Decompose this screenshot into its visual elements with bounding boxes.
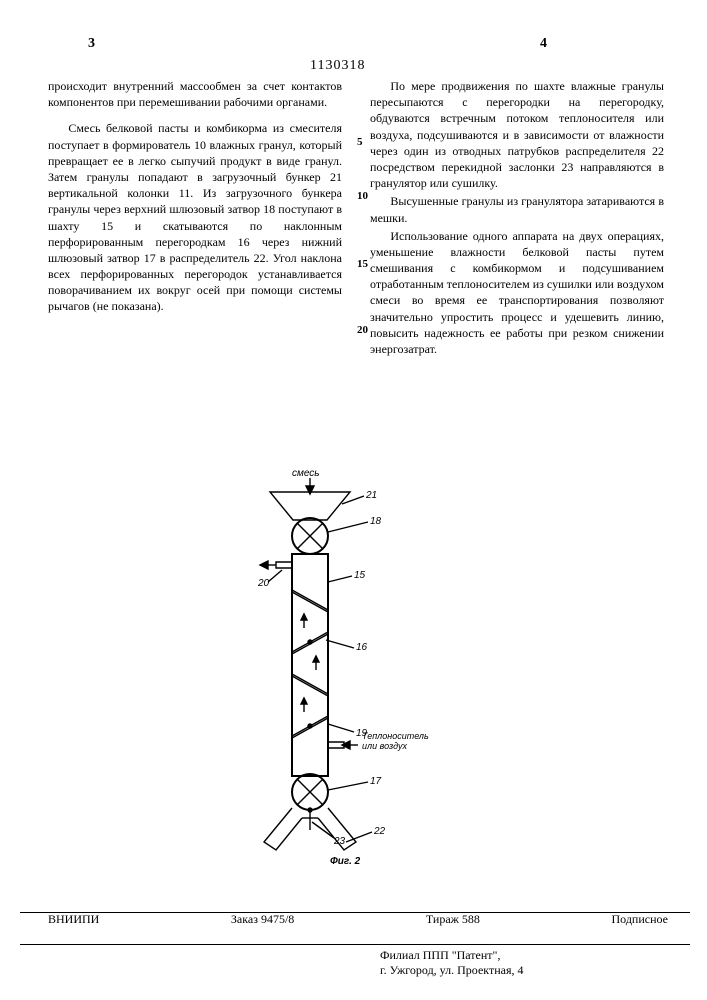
ref-18: 18 — [370, 516, 381, 527]
ref-22: 22 — [374, 826, 385, 837]
left-para-1: происходит внутренний массообмен за счет… — [48, 78, 342, 110]
footer-rule-2 — [20, 944, 690, 945]
left-para-2: Смесь белковой пасты и комбикорма из сме… — [48, 120, 342, 314]
fig-label-inlet: Теплоноситель или воздух — [362, 732, 442, 752]
footer-order: Заказ 9475/8 — [231, 912, 294, 927]
ref-23: 23 — [334, 836, 345, 847]
footer-tirazh: Тираж 588 — [426, 912, 480, 927]
left-column: происходит внутренний массообмен за счет… — [48, 78, 342, 359]
ref-17: 17 — [370, 776, 381, 787]
figure-caption: Фиг. 2 — [330, 856, 360, 867]
patent-number: 1130318 — [310, 58, 365, 74]
footer-filial-2: г. Ужгород, ул. Проектная, 4 — [380, 963, 660, 978]
ref-16: 16 — [356, 642, 367, 653]
right-para-2: Высушенные гранулы из гранулятора затари… — [370, 193, 664, 225]
ref-21: 21 — [366, 490, 377, 501]
figure-svg — [230, 470, 470, 870]
ref-15: 15 — [354, 570, 365, 581]
footer-org: ВНИИПИ — [48, 912, 99, 927]
ref-20: 20 — [258, 578, 269, 589]
page-number-left: 3 — [88, 36, 95, 52]
footer-filial: Филиал ППП "Патент", г. Ужгород, ул. Про… — [380, 948, 660, 978]
body-columns: происходит внутренний массообмен за счет… — [48, 78, 668, 359]
right-para-1: По мере продвижения по шахте влажные гра… — [370, 78, 664, 191]
page-number-right: 4 — [540, 36, 547, 52]
footer-row-1: ВНИИПИ Заказ 9475/8 Тираж 588 Подписное — [48, 912, 668, 927]
right-para-3: Использование одного аппарата на двух оп… — [370, 228, 664, 358]
footer-sign: Подписное — [612, 912, 669, 927]
footer-filial-1: Филиал ППП "Патент", — [380, 948, 660, 963]
right-column: По мере продвижения по шахте влажные гра… — [370, 78, 664, 359]
figure-2: смесь — [230, 470, 470, 880]
